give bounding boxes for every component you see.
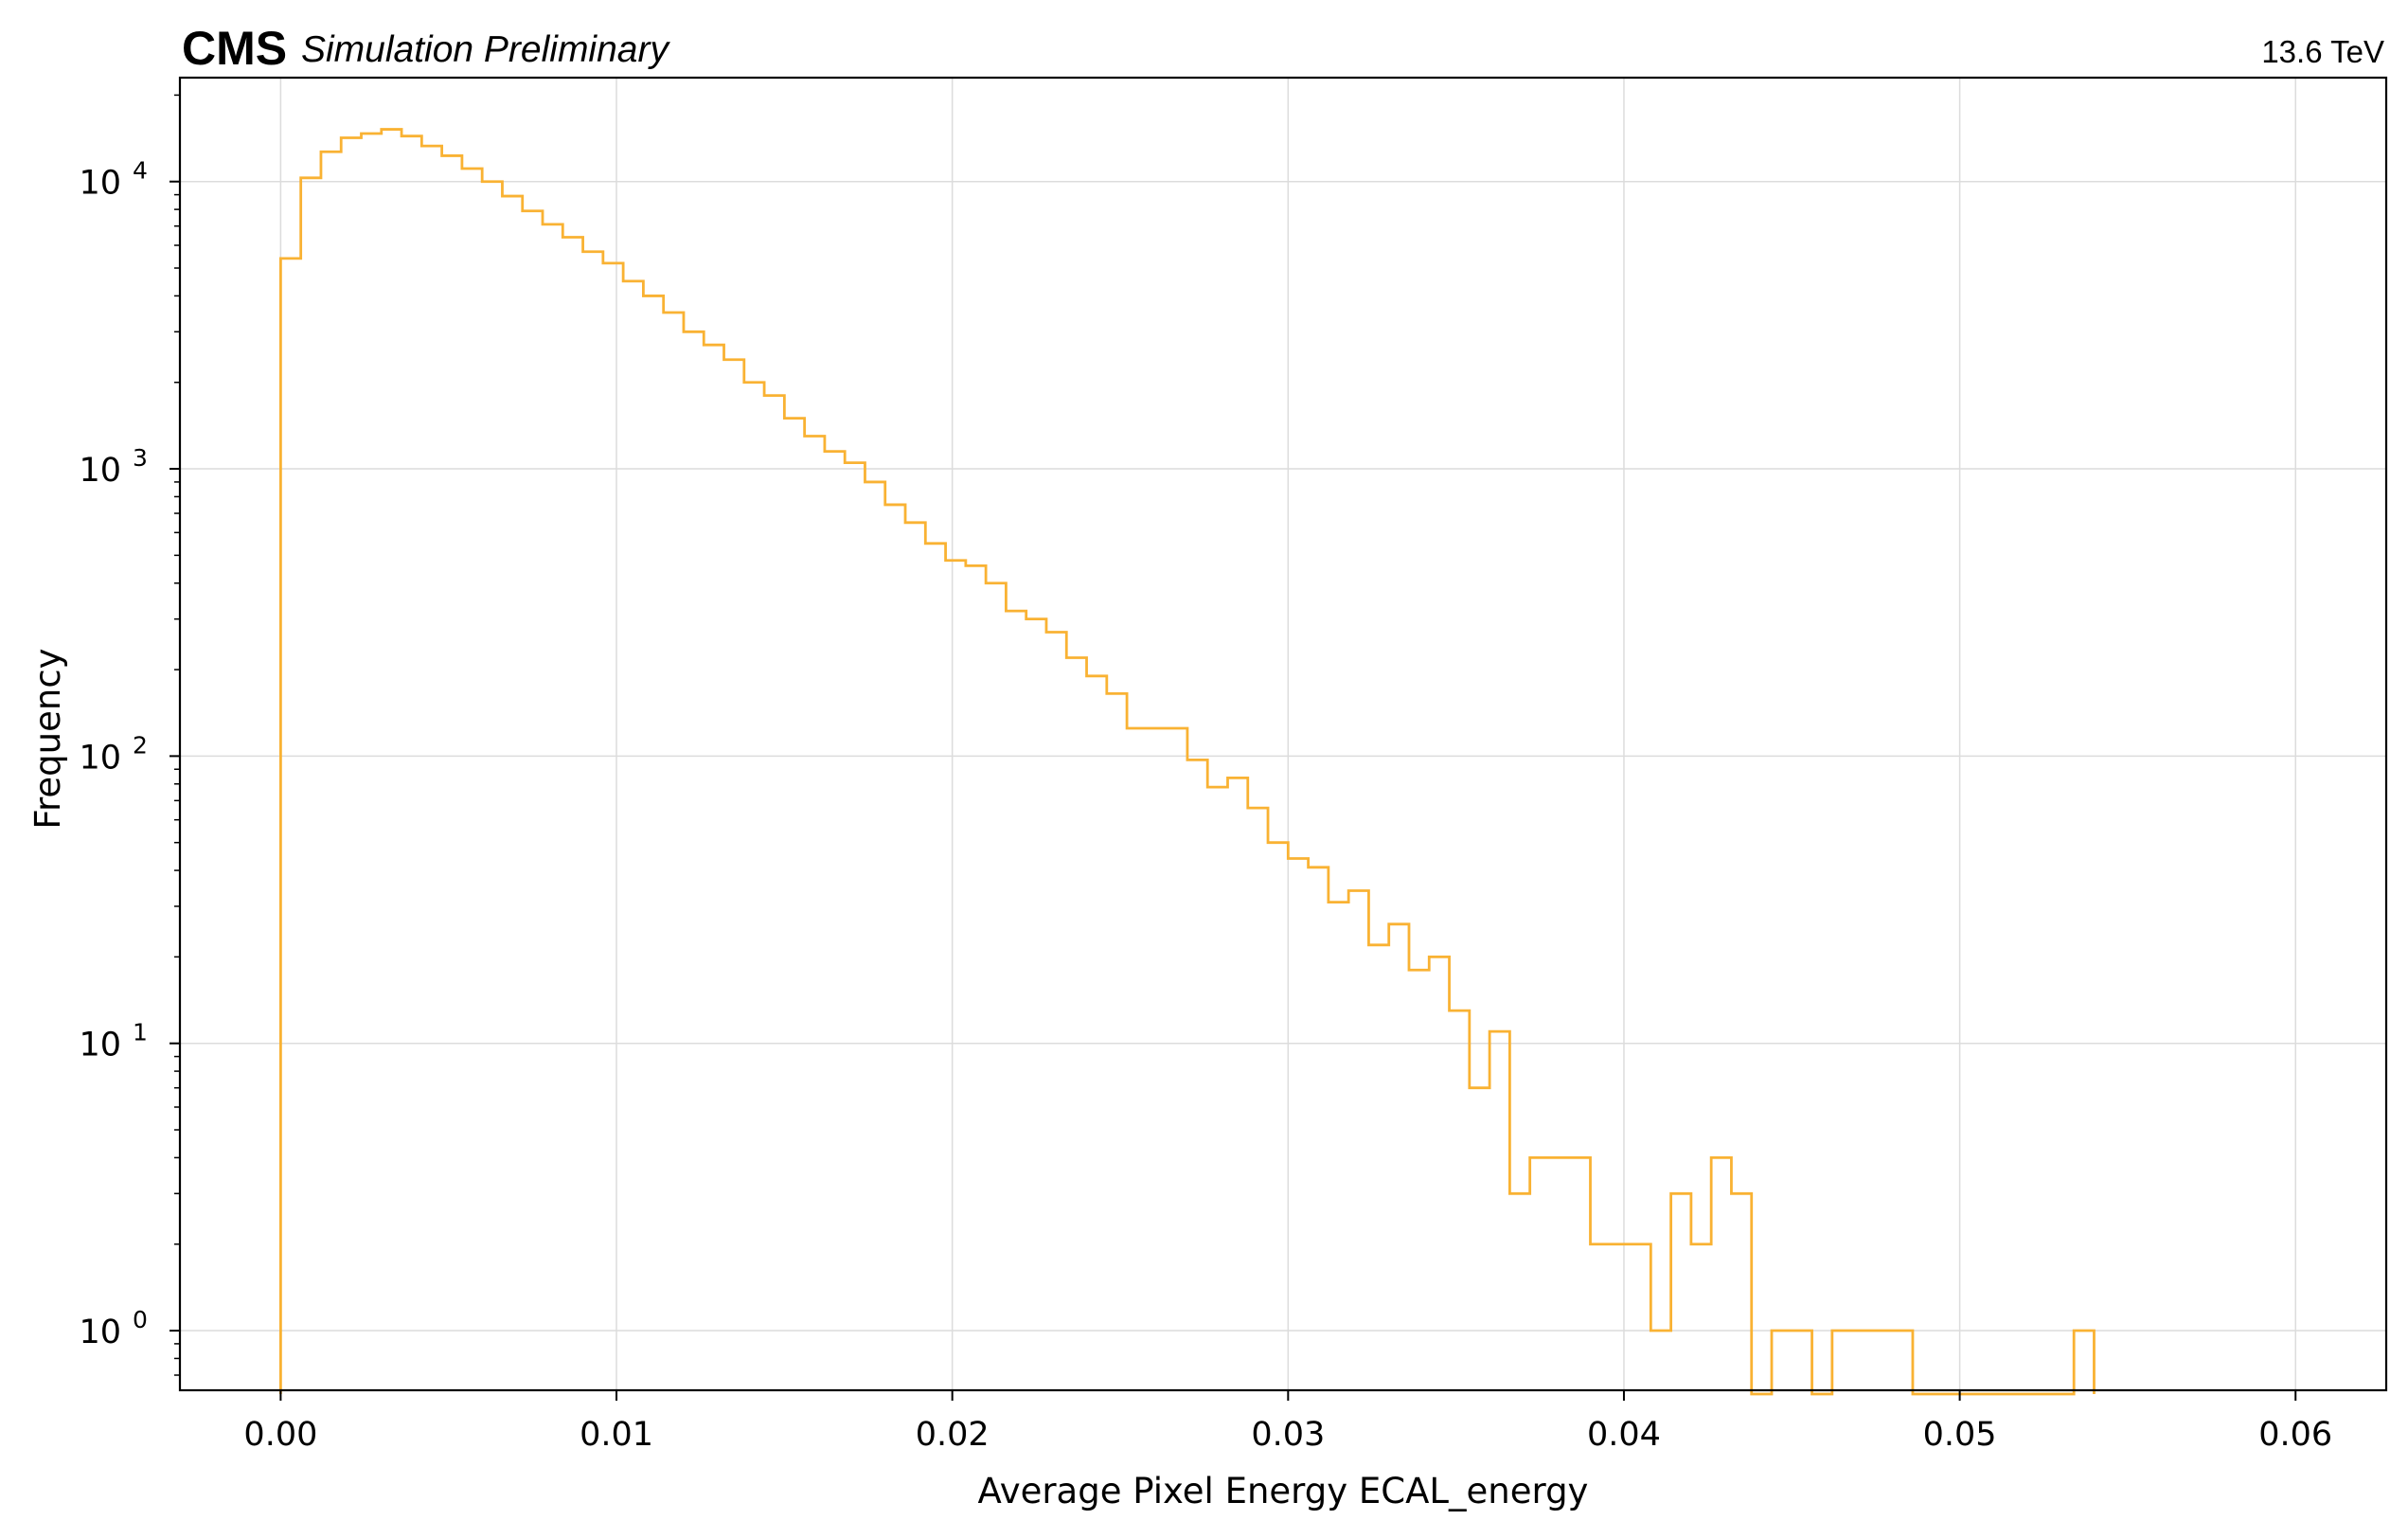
histogram-step-line [278,128,2096,1396]
y-tick-label: 10 [79,1027,121,1064]
histogram-series [278,128,2096,1396]
x-axis-label: Average Pixel Energy ECAL_energy [978,1471,1589,1511]
axis-ticks [169,94,2297,1401]
y-axis-label: Frequency [27,648,68,829]
x-tick-label: 0.04 [1587,1416,1661,1454]
y-tick-label: 10 [79,452,121,490]
y-tick-exponent: 3 [133,444,148,472]
grid-lines [180,78,2386,1390]
y-tick-exponent: 1 [133,1019,148,1046]
plot-frame [178,76,2388,1392]
x-tick-label: 0.00 [243,1416,317,1454]
y-tick-exponent: 4 [133,157,148,185]
status-label: Simulation Preliminary [301,29,670,70]
y-tick-labels: 10 0 10 1 10 2 10 3 10 4 [79,157,148,1351]
x-tick-label: 0.02 [916,1416,990,1454]
x-tick-labels: 0.00 0.01 0.02 0.03 0.04 0.05 0.06 [243,1416,2332,1454]
x-tick-label: 0.01 [580,1416,653,1454]
y-tick-exponent: 2 [133,731,148,759]
energy-label: 13.6 TeV [2261,34,2384,69]
x-tick-label: 0.05 [1923,1416,1997,1454]
cms-label: CMS [182,22,287,75]
y-tick-exponent: 0 [133,1306,148,1333]
y-tick-label: 10 [79,165,121,203]
x-tick-label: 0.06 [2258,1416,2332,1454]
y-tick-label: 10 [79,739,121,777]
y-tick-label: 10 [79,1314,121,1351]
x-tick-label: 0.03 [1251,1416,1325,1454]
